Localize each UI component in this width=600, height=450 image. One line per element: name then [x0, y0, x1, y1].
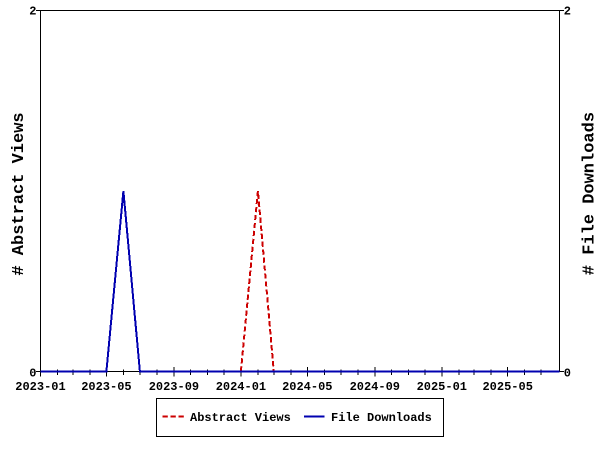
svg-text:0: 0 — [29, 366, 36, 380]
svg-text:2023-01: 2023-01 — [15, 380, 65, 394]
svg-text:# File Downloads: # File Downloads — [580, 112, 599, 275]
svg-text:2024-05: 2024-05 — [282, 380, 332, 394]
svg-text:2: 2 — [29, 5, 36, 19]
svg-text:# Abstract Views: # Abstract Views — [10, 112, 29, 275]
svg-text:2024-09: 2024-09 — [350, 380, 400, 394]
svg-text:2024-01: 2024-01 — [216, 380, 266, 394]
svg-text:File Downloads: File Downloads — [331, 411, 432, 425]
svg-text:2025-05: 2025-05 — [482, 380, 532, 394]
svg-text:0: 0 — [564, 366, 571, 380]
svg-text:2025-01: 2025-01 — [417, 380, 467, 394]
svg-text:2: 2 — [564, 5, 571, 19]
svg-text:2023-09: 2023-09 — [149, 380, 199, 394]
svg-text:2023-05: 2023-05 — [81, 380, 131, 394]
svg-text:Abstract Views: Abstract Views — [190, 411, 291, 425]
